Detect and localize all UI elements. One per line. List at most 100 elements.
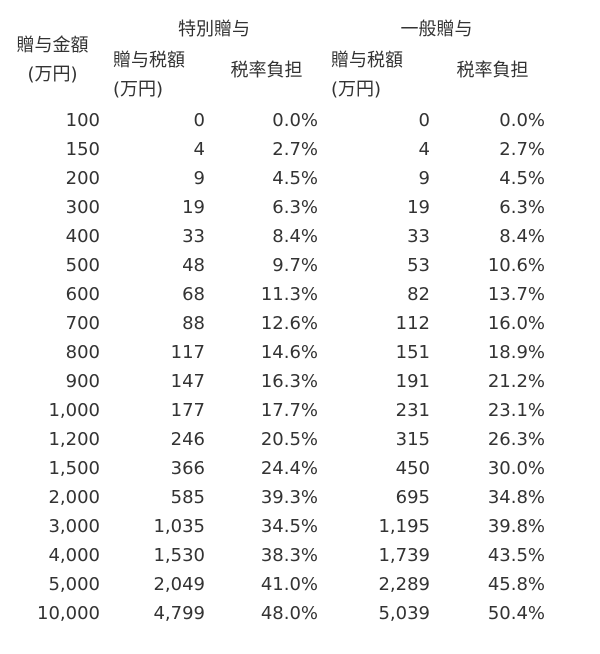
amount-cell: 700 bbox=[65, 313, 100, 334]
general-tax-cell: 9 bbox=[418, 168, 430, 189]
special-rate-cell: 9.7% bbox=[272, 255, 318, 276]
table-row: 100 0 0.0% 0 0.0% bbox=[0, 106, 550, 135]
general-tax-cell: 0 bbox=[418, 110, 430, 131]
table-row: 4,000 1,530 38.3% 1,739 43.5% bbox=[0, 541, 550, 570]
general-tax-cell: 231 bbox=[395, 400, 430, 421]
special-tax-amount-header: 贈与税額 (万円) bbox=[105, 44, 210, 106]
amount-cell: 500 bbox=[65, 255, 100, 276]
table-row: 5,000 2,049 41.0% 2,289 45.8% bbox=[0, 570, 550, 599]
amount-header-line1: 贈与金額 bbox=[16, 35, 89, 56]
general-rate-cell: 30.0% bbox=[487, 458, 545, 479]
special-tax-cell: 117 bbox=[170, 342, 205, 363]
tax-amount-header-line1: 贈与税額 bbox=[113, 50, 185, 71]
table-row: 300 19 6.3% 19 6.3% bbox=[0, 193, 550, 222]
general-tax-cell: 5,039 bbox=[378, 603, 430, 624]
special-tax-cell: 585 bbox=[170, 487, 205, 508]
general-rate-cell: 0.0% bbox=[499, 110, 545, 131]
general-tax-cell: 2,289 bbox=[378, 574, 430, 595]
special-rate-cell: 38.3% bbox=[260, 545, 318, 566]
special-tax-cell: 33 bbox=[182, 226, 205, 247]
general-rate-cell: 50.4% bbox=[487, 603, 545, 624]
special-rate-cell: 0.0% bbox=[272, 110, 318, 131]
special-tax-cell: 9 bbox=[193, 168, 205, 189]
sub-header-row: 贈与税額 (万円) 税率負担 贈与税額 (万円) 税率負担 bbox=[0, 44, 550, 106]
general-tax-amount-header: 贈与税額 (万円) bbox=[323, 44, 435, 106]
table-row: 700 88 12.6% 112 16.0% bbox=[0, 309, 550, 338]
general-rate-cell: 45.8% bbox=[487, 574, 545, 595]
table-row: 10,000 4,799 48.0% 5,039 50.4% bbox=[0, 599, 550, 628]
amount-header-line2: (万円) bbox=[27, 64, 78, 85]
general-tax-cell: 4 bbox=[418, 139, 430, 160]
general-tax-cell: 19 bbox=[407, 197, 430, 218]
table-row: 200 9 4.5% 9 4.5% bbox=[0, 164, 550, 193]
general-tax-cell: 33 bbox=[407, 226, 430, 247]
amount-cell: 400 bbox=[65, 226, 100, 247]
special-tax-cell: 4,799 bbox=[153, 603, 205, 624]
general-rate-cell: 34.8% bbox=[487, 487, 545, 508]
special-rate-cell: 11.3% bbox=[260, 284, 318, 305]
general-gift-group-header: 一般贈与 bbox=[400, 19, 473, 40]
special-tax-cell: 366 bbox=[170, 458, 205, 479]
general-rate-cell: 21.2% bbox=[487, 371, 545, 392]
special-tax-cell: 68 bbox=[182, 284, 205, 305]
special-tax-cell: 48 bbox=[182, 255, 205, 276]
special-tax-cell: 1,035 bbox=[153, 516, 205, 537]
amount-cell: 100 bbox=[65, 110, 100, 131]
amount-cell: 4,000 bbox=[48, 545, 100, 566]
amount-cell: 200 bbox=[65, 168, 100, 189]
general-tax-cell: 191 bbox=[395, 371, 430, 392]
table-body: 100 0 0.0% 0 0.0% 150 4 2.7% 4 2.7% 200 9 4.5% 9 4.5% 3… bbox=[0, 106, 550, 628]
special-tax-cell: 177 bbox=[170, 400, 205, 421]
amount-cell: 1,500 bbox=[48, 458, 100, 479]
amount-column-header: 贈与金額 (万円) bbox=[0, 8, 105, 106]
general-tax-cell: 82 bbox=[407, 284, 430, 305]
amount-cell: 5,000 bbox=[48, 574, 100, 595]
general-rate-cell: 2.7% bbox=[499, 139, 545, 160]
general-tax-cell: 695 bbox=[395, 487, 430, 508]
special-tax-cell: 4 bbox=[193, 139, 205, 160]
special-tax-cell: 0 bbox=[193, 110, 205, 131]
special-rate-cell: 2.7% bbox=[272, 139, 318, 160]
table-row: 2,000 585 39.3% 695 34.8% bbox=[0, 483, 550, 512]
general-tax-cell: 315 bbox=[395, 429, 430, 450]
general-tax-cell: 53 bbox=[407, 255, 430, 276]
special-rate-cell: 12.6% bbox=[260, 313, 318, 334]
general-rate-cell: 18.9% bbox=[487, 342, 545, 363]
general-tax-rate-header: 税率負担 bbox=[456, 59, 529, 81]
special-rate-cell: 14.6% bbox=[260, 342, 318, 363]
special-rate-cell: 24.4% bbox=[260, 458, 318, 479]
special-gift-group-header: 特別贈与 bbox=[178, 19, 250, 40]
special-tax-cell: 147 bbox=[170, 371, 205, 392]
general-tax-cell: 450 bbox=[395, 458, 430, 479]
table-row: 900 147 16.3% 191 21.2% bbox=[0, 367, 550, 396]
general-rate-cell: 10.6% bbox=[487, 255, 545, 276]
special-rate-cell: 6.3% bbox=[272, 197, 318, 218]
table-row: 150 4 2.7% 4 2.7% bbox=[0, 135, 550, 164]
table-row: 3,000 1,035 34.5% 1,195 39.8% bbox=[0, 512, 550, 541]
amount-cell: 600 bbox=[65, 284, 100, 305]
tax-amount-header-line2: (万円) bbox=[113, 79, 164, 100]
amount-cell: 1,000 bbox=[48, 400, 100, 421]
special-rate-cell: 20.5% bbox=[260, 429, 318, 450]
special-rate-cell: 17.7% bbox=[260, 400, 318, 421]
general-tax-cell: 112 bbox=[395, 313, 430, 334]
special-tax-cell: 246 bbox=[170, 429, 205, 450]
special-tax-cell: 88 bbox=[182, 313, 205, 334]
special-rate-cell: 16.3% bbox=[260, 371, 318, 392]
special-rate-cell: 8.4% bbox=[272, 226, 318, 247]
table-row: 1,500 366 24.4% 450 30.0% bbox=[0, 454, 550, 483]
table-row: 600 68 11.3% 82 13.7% bbox=[0, 280, 550, 309]
table-row: 1,200 246 20.5% 315 26.3% bbox=[0, 425, 550, 454]
general-rate-cell: 43.5% bbox=[487, 545, 545, 566]
amount-cell: 3,000 bbox=[48, 516, 100, 537]
general-rate-cell: 16.0% bbox=[487, 313, 545, 334]
special-rate-cell: 41.0% bbox=[260, 574, 318, 595]
general-rate-cell: 26.3% bbox=[487, 429, 545, 450]
amount-cell: 1,200 bbox=[48, 429, 100, 450]
amount-cell: 2,000 bbox=[48, 487, 100, 508]
amount-cell: 300 bbox=[65, 197, 100, 218]
gift-tax-table: 贈与金額 (万円) 特別贈与 一般贈与 贈与税額 (万円) 税率負担 贈与税額 … bbox=[0, 8, 550, 628]
table-row: 1,000 177 17.7% 231 23.1% bbox=[0, 396, 550, 425]
general-rate-cell: 39.8% bbox=[487, 516, 545, 537]
special-tax-cell: 1,530 bbox=[153, 545, 205, 566]
